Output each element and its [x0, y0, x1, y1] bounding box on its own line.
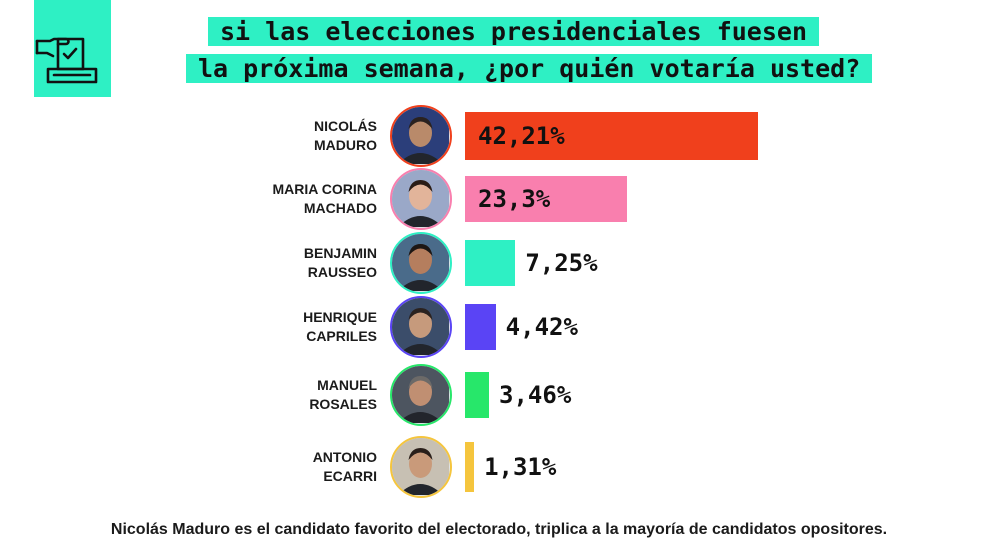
candidate-name-line: RAUSSEO [307, 264, 377, 280]
bar-value-label: 7,25% [525, 249, 598, 277]
candidate-name-line: ROSALES [309, 396, 377, 412]
chart-footnote: Nicolás Maduro es el candidato favorito … [110, 521, 888, 538]
chart-title-line-1: si las elecciones presidenciales fuesen [208, 17, 819, 46]
ballot-box-icon [35, 37, 98, 84]
bar-value-label: 1,31% [484, 453, 557, 481]
candidate-name-label: ANTONIO ECARRI [257, 448, 377, 486]
bar-value-label: 3,46% [499, 381, 572, 409]
person-portrait-icon [392, 438, 449, 495]
person-portrait-icon [392, 366, 449, 423]
candidate-name-label: NICOLÁS MADURO [257, 117, 377, 155]
chart-title-line-2: la próxima semana, ¿por quién votaría us… [186, 54, 873, 83]
candidate-photo [390, 296, 452, 358]
candidate-photo [390, 436, 452, 498]
bar-5 [465, 442, 475, 492]
candidate-name-line: MANUEL [317, 377, 377, 393]
bar-value-label: 4,42% [505, 313, 578, 341]
bar-2 [465, 240, 516, 286]
candidate-name-line: BENJAMIN [303, 245, 377, 261]
candidate-name-line: ECARRI [323, 468, 377, 484]
candidate-name-line: ANTONIO [312, 449, 377, 465]
candidate-name-line: CAPRILES [306, 328, 377, 344]
bar-0 [465, 112, 758, 160]
candidate-name-line: HENRIQUE [303, 309, 377, 325]
bar-value-label: 23,3% [478, 185, 551, 213]
candidate-photo [390, 364, 452, 426]
title-icon-panel [34, 0, 111, 97]
person-portrait-icon [392, 107, 449, 164]
candidate-name-line: MACHADO [303, 200, 377, 216]
candidate-name-line: NICOLÁS [314, 118, 377, 134]
candidate-photo [390, 232, 452, 294]
candidate-photo [390, 168, 452, 230]
candidate-name-label: MARIA CORINA MACHADO [257, 180, 377, 218]
bar-3 [465, 304, 496, 350]
person-portrait-icon [392, 298, 449, 355]
candidate-name-line: MADURO [314, 137, 377, 153]
candidate-name-label: BENJAMIN RAUSSEO [257, 244, 377, 282]
candidate-photo [390, 105, 452, 167]
person-portrait-icon [392, 170, 449, 227]
candidate-name-label: MANUEL ROSALES [257, 376, 377, 414]
person-portrait-icon [392, 234, 449, 291]
candidate-name-line: MARIA CORINA [272, 181, 377, 197]
bar-value-label: 42,21% [478, 122, 565, 150]
candidate-name-label: HENRIQUE CAPRILES [257, 308, 377, 346]
bar-4 [465, 372, 490, 418]
bar-1 [465, 176, 627, 222]
